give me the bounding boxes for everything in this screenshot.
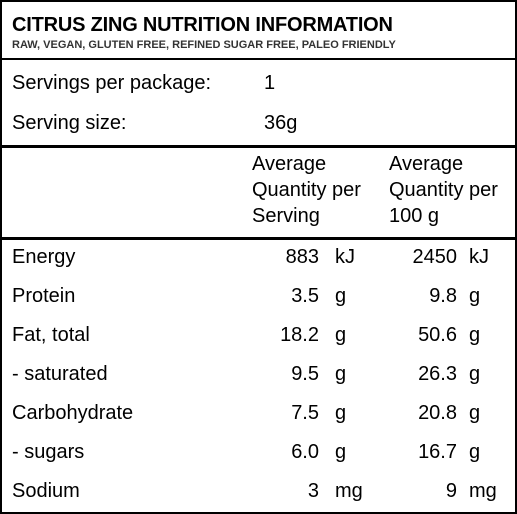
per100-unit: g [469, 441, 481, 463]
nutrient-label: - sugars [12, 441, 85, 463]
nutrient-row-sodium: Sodium 3 mg 9 mg [2, 473, 515, 512]
serving-value: 9.5 [291, 363, 319, 385]
serving-unit: mg [335, 480, 363, 502]
header-line: Quantity per [252, 179, 361, 201]
per100-value: 16.7 [418, 441, 457, 463]
per100-value: 2450 [412, 246, 458, 268]
serving-unit: g [335, 402, 347, 424]
header-line: Quantity per [389, 179, 498, 201]
serving-size-label: Serving size: [12, 112, 127, 134]
header-line: Average [252, 153, 327, 175]
serving-value: 3 [307, 480, 319, 502]
header-line: Serving [252, 205, 320, 227]
serving-value: 883 [285, 246, 319, 268]
divider-thick-header [2, 237, 515, 240]
per100-value: 20.8 [418, 402, 457, 424]
per100-value: 26.3 [418, 363, 457, 385]
column-header-per-100g: Average Quantity per 100 g [389, 151, 498, 229]
per100-value: 9 [445, 480, 457, 502]
serving-value: 3.5 [291, 285, 319, 307]
nutrient-row-carbohydrate: Carbohydrate 7.5 g 20.8 g [2, 395, 515, 434]
per100-unit: mg [469, 480, 497, 502]
nutrient-row-sugars: - sugars 6.0 g 16.7 g [2, 434, 515, 473]
serving-value: 18.2 [280, 324, 319, 346]
nutrient-label: Protein [12, 285, 76, 307]
nutrient-row-protein: Protein 3.5 g 9.8 g [2, 278, 515, 317]
per100-unit: kJ [469, 246, 489, 268]
servings-per-package-label: Servings per package: [12, 72, 212, 94]
servings-per-package-value: 1 [264, 72, 276, 94]
serving-unit: g [335, 363, 347, 385]
nutrient-label: - saturated [12, 363, 108, 385]
header-line: 100 g [389, 205, 440, 227]
column-header-per-serving: Average Quantity per Serving [252, 151, 361, 229]
nutrient-row-fat-total: Fat, total 18.2 g 50.6 g [2, 317, 515, 356]
divider-thick-top [2, 145, 515, 148]
panel-title: CITRUS ZING NUTRITION INFORMATION [12, 14, 393, 36]
nutrient-label: Energy [12, 246, 76, 268]
nutrient-label: Fat, total [12, 324, 90, 346]
serving-unit: kJ [335, 246, 355, 268]
panel-subtitle: RAW, VEGAN, GLUTEN FREE, REFINED SUGAR F… [12, 39, 396, 51]
nutrient-row-saturated: - saturated 9.5 g 26.3 g [2, 356, 515, 395]
divider-thin [2, 58, 515, 60]
serving-unit: g [335, 285, 347, 307]
per100-value: 9.8 [429, 285, 457, 307]
serving-value: 6.0 [291, 441, 319, 463]
header-line: Average [389, 153, 464, 175]
serving-size-value: 36g [264, 112, 298, 134]
nutrient-label: Carbohydrate [12, 402, 134, 424]
per100-unit: g [469, 402, 481, 424]
per100-unit: g [469, 363, 481, 385]
serving-unit: g [335, 441, 347, 463]
serving-unit: g [335, 324, 347, 346]
per100-unit: g [469, 285, 481, 307]
per100-value: 50.6 [418, 324, 457, 346]
nutrient-label: Sodium [12, 480, 80, 502]
per100-unit: g [469, 324, 481, 346]
serving-value: 7.5 [291, 402, 319, 424]
nutrient-row-energy: Energy 883 kJ 2450 kJ [2, 239, 515, 278]
